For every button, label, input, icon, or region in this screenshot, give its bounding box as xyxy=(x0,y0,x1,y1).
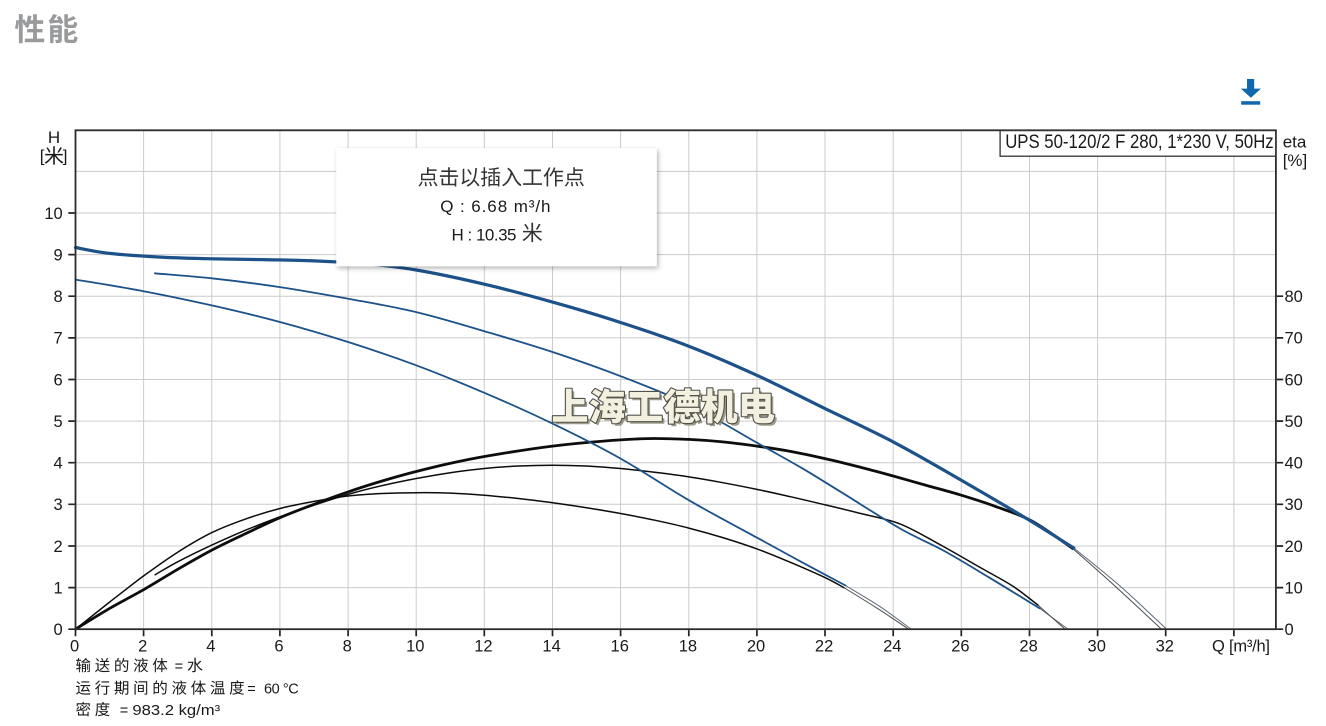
svg-text:10: 10 xyxy=(406,638,424,656)
svg-text:1: 1 xyxy=(54,579,63,597)
svg-text:60 °C: 60 °C xyxy=(264,682,299,698)
svg-text:Q : 6.68 m³/h: Q : 6.68 m³/h xyxy=(440,197,550,216)
svg-text:9: 9 xyxy=(54,246,63,264)
svg-text:8: 8 xyxy=(343,638,352,656)
svg-text:8: 8 xyxy=(54,288,63,306)
svg-text:983.2 kg/m³: 983.2 kg/m³ xyxy=(132,703,220,719)
svg-text:26: 26 xyxy=(951,638,969,656)
svg-text:0: 0 xyxy=(54,621,63,639)
svg-text:4: 4 xyxy=(54,455,63,473)
svg-text:28: 28 xyxy=(1019,638,1037,656)
svg-text:12: 12 xyxy=(474,638,492,656)
svg-text:22: 22 xyxy=(815,638,833,656)
svg-text:2: 2 xyxy=(54,538,63,556)
svg-text:0: 0 xyxy=(70,638,79,656)
svg-text:16: 16 xyxy=(611,638,629,656)
svg-text:0: 0 xyxy=(1285,621,1294,639)
svg-text:14: 14 xyxy=(542,638,560,656)
svg-text:10: 10 xyxy=(1285,579,1303,597)
svg-text:60: 60 xyxy=(1285,371,1303,389)
svg-text:2: 2 xyxy=(138,638,147,656)
svg-text:eta: eta xyxy=(1283,133,1307,152)
svg-text:=: = xyxy=(120,703,128,719)
svg-text:40: 40 xyxy=(1285,455,1303,473)
svg-text:[%]: [%] xyxy=(1283,151,1308,170)
svg-text:70: 70 xyxy=(1285,330,1303,348)
svg-text:80: 80 xyxy=(1285,288,1303,306)
svg-text:5: 5 xyxy=(54,413,63,431)
svg-text:H : 10.35: H : 10.35 xyxy=(452,225,517,244)
svg-text:7: 7 xyxy=(54,330,63,348)
svg-text:30: 30 xyxy=(1088,638,1106,656)
svg-text:UPS 50-120/2 F 280, 1*230 V, 5: UPS 50-120/2 F 280, 1*230 V, 50Hz xyxy=(1005,132,1273,153)
svg-text:20: 20 xyxy=(747,638,765,656)
svg-text:32: 32 xyxy=(1156,638,1174,656)
svg-text:30: 30 xyxy=(1285,496,1303,514)
svg-text:Q [m³/h]: Q [m³/h] xyxy=(1212,638,1270,656)
svg-text:24: 24 xyxy=(883,638,901,656)
svg-text:]: ] xyxy=(63,147,68,166)
svg-text:H: H xyxy=(48,128,60,147)
svg-text:4: 4 xyxy=(206,638,215,656)
svg-text:10: 10 xyxy=(44,205,62,223)
svg-text:50: 50 xyxy=(1285,413,1303,431)
svg-text:[: [ xyxy=(40,147,45,166)
svg-text:3: 3 xyxy=(54,496,63,514)
svg-text:=: = xyxy=(247,682,255,698)
svg-text:20: 20 xyxy=(1285,538,1303,556)
svg-text:18: 18 xyxy=(679,638,697,656)
svg-text:6: 6 xyxy=(54,371,63,389)
svg-text:=: = xyxy=(175,659,183,675)
svg-text:6: 6 xyxy=(274,638,283,656)
